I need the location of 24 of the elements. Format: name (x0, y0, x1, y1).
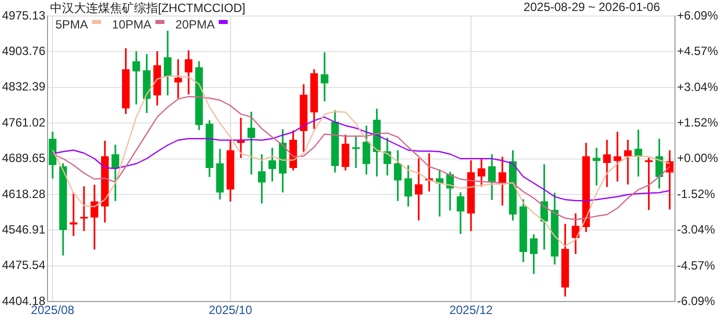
y2-tick-label: -1.52% (676, 186, 716, 201)
y2-tick-label: -6.09% (676, 294, 716, 308)
y-tick-label: 4761.02 (2, 115, 46, 130)
y2-tick-label: +3.04% (676, 80, 718, 94)
x-tick-label: 2025/12 (449, 303, 494, 318)
y-tick-label: 4832.39 (2, 80, 46, 94)
legend-label: 20PMA (175, 17, 215, 32)
x-tick-label: 2025/10 (208, 303, 252, 318)
y2-tick-label: +0.00% (676, 151, 718, 166)
y-tick-label: 4903.76 (2, 44, 46, 58)
y2-tick-label: -4.57% (676, 258, 716, 272)
y2-tick-label: +4.57% (676, 44, 718, 58)
chart-title: 中汉大连煤焦矿综指[ZHCTMCCIOD] (50, 0, 246, 17)
legend-label: 10PMA (112, 17, 152, 32)
chart-subtitle: 2025-08-29 ~ 2026-01-06 (524, 0, 660, 14)
y2-tick-label: +1.52% (676, 115, 718, 130)
legend-label: 5PMA (55, 17, 88, 32)
y-tick-label: 4546.91 (2, 222, 46, 237)
y2-tick-label: +6.09% (676, 8, 718, 22)
y-tick-label: 4689.65 (2, 151, 46, 166)
y-tick-label: 4975.13 (2, 8, 46, 22)
y-tick-label: 4475.54 (2, 258, 46, 272)
y-tick-label: 4618.28 (2, 186, 46, 201)
y2-tick-label: -3.04% (676, 222, 716, 236)
